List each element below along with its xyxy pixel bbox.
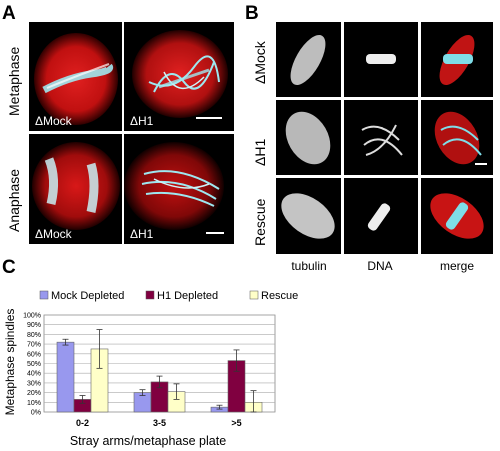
panel-a-row-label-metaphase: Metaphase xyxy=(6,46,22,116)
micrograph-a3-image xyxy=(32,142,120,230)
y-tick-label-0: 0% xyxy=(31,410,41,417)
panel-b-col-label-merge: merge xyxy=(439,259,474,273)
panel-b-letter: B xyxy=(245,3,259,24)
y-tick-label-7: 70% xyxy=(27,342,41,349)
y-tick-label-8: 80% xyxy=(27,332,41,339)
micrograph-b-mock-tubulin xyxy=(276,22,341,97)
micrograph-a2-image xyxy=(132,30,228,118)
micrograph-b3-image xyxy=(439,35,475,85)
micrograph-a3-label: ΔMock xyxy=(35,227,72,241)
scale-bar-b6 xyxy=(475,163,487,165)
panel-b-row-label-mock: ΔMock xyxy=(252,41,268,84)
legend-swatch-0 xyxy=(39,290,49,300)
micrograph-b-h1-dna xyxy=(344,100,418,175)
micrograph-b1-image xyxy=(290,35,326,85)
legend-swatch-2 xyxy=(249,290,259,300)
micrograph-a2-label: ΔH1 xyxy=(130,114,154,128)
micrograph-b8-image xyxy=(367,203,391,231)
micrograph-b-mock-dna xyxy=(344,22,418,97)
micrograph-b4-image xyxy=(285,111,331,165)
panel-b-row-label-h1: ΔH1 xyxy=(252,138,268,166)
x-tick-label-2: >5 xyxy=(231,418,241,428)
micrograph-a4-image xyxy=(124,142,224,230)
y-axis: 0% 10% 20% 30% 40% 50% 60% 70% 80% 90% 100% xyxy=(23,313,41,417)
micrograph-b6-image xyxy=(434,111,482,165)
panel-a-letter: A xyxy=(2,3,16,24)
panel-b-col-label-tubulin: tubulin xyxy=(291,259,327,273)
micrograph-a4-label: ΔH1 xyxy=(130,227,154,241)
micrograph-a-metaphase-mock: ΔMock xyxy=(29,22,122,131)
x-axis: 0-2 3-5 >5 xyxy=(76,418,242,428)
legend-label-2: Rescue xyxy=(261,290,298,302)
bar-chart: Mock Depleted H1 Depleted Rescue 0% 10% 20% 3… xyxy=(3,290,298,448)
panel-b-row-label-rescue: Rescue xyxy=(252,198,268,246)
micrograph-a-anaphase-mock: ΔMock xyxy=(29,134,122,244)
y-tick-label-5: 50% xyxy=(27,361,41,368)
micrograph-b7-image xyxy=(281,193,335,239)
micrograph-b-rescue-dna xyxy=(344,178,418,254)
scale-bar-a4 xyxy=(206,232,224,234)
y-tick-label-4: 40% xyxy=(27,371,41,378)
micrograph-b-rescue-merge xyxy=(421,178,493,254)
micrograph-b-h1-merge xyxy=(421,100,493,175)
chart-legend: Mock Depleted H1 Depleted Rescue xyxy=(39,290,298,302)
x-tick-label-1: 3-5 xyxy=(153,418,166,428)
y-tick-label-6: 60% xyxy=(27,351,41,358)
micrograph-b-mock-merge xyxy=(421,22,493,97)
y-tick-label-10: 100% xyxy=(23,313,41,320)
micrograph-b-h1-tubulin xyxy=(276,100,341,175)
legend-swatch-1 xyxy=(145,290,155,300)
micrograph-b9-image xyxy=(430,193,484,239)
micrograph-a1-image xyxy=(34,33,118,125)
scale-bar-a2 xyxy=(196,117,222,119)
x-axis-label: Stray arms/metaphase plate xyxy=(70,434,226,448)
bar-0-0 xyxy=(56,341,75,413)
y-tick-label-2: 20% xyxy=(27,390,41,397)
legend-label-0: Mock Depleted xyxy=(51,290,124,302)
bars xyxy=(56,329,263,413)
micrograph-a-metaphase-h1: ΔH1 xyxy=(124,22,234,131)
panel-a-row-label-anaphase: Anaphase xyxy=(6,168,22,232)
y-tick-label-1: 10% xyxy=(27,400,41,407)
legend-label-1: H1 Depleted xyxy=(157,290,218,302)
micrograph-a1-label: ΔMock xyxy=(35,114,72,128)
panel-c-letter: C xyxy=(2,257,16,278)
y-tick-label-3: 30% xyxy=(27,380,41,387)
micrograph-b5-image xyxy=(361,124,403,156)
y-axis-label: Metaphase spindles xyxy=(3,309,17,416)
micrograph-b-rescue-tubulin xyxy=(276,178,341,254)
micrograph-b2-image xyxy=(366,54,396,64)
x-tick-label-0: 0-2 xyxy=(76,418,89,428)
y-tick-label-9: 90% xyxy=(27,322,41,329)
micrograph-a-anaphase-h1: ΔH1 xyxy=(124,134,234,244)
panel-b-col-label-dna: DNA xyxy=(367,259,393,273)
